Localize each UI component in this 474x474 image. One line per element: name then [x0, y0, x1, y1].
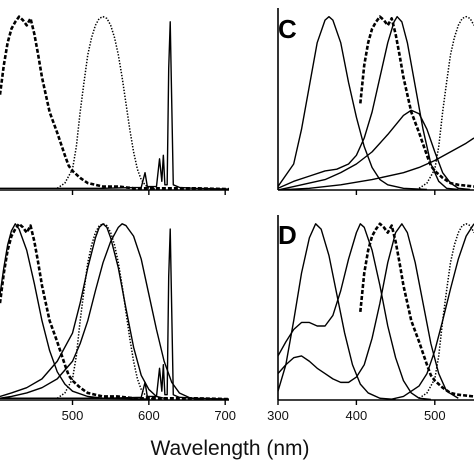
series-line-dashed-thick-4	[359, 15, 474, 188]
panel-top-right: C	[277, 8, 474, 195]
series-line-solid-2	[278, 223, 459, 399]
series-line-solid-1	[278, 223, 431, 400]
panel-bottom-right: 300 400 500 D	[267, 215, 474, 423]
panel-top-left	[0, 15, 229, 195]
series-line-dotted-5	[418, 223, 474, 399]
series-line-dashed-thick-4	[359, 222, 474, 398]
series-line-solid-0	[0, 223, 149, 400]
series-line-solid-5	[0, 228, 229, 400]
series-line-solid-1	[278, 15, 459, 190]
series-line-solid-2	[278, 109, 471, 190]
panel-label: C	[278, 14, 297, 44]
x-tick-label: 400	[346, 408, 368, 423]
series-line-dashed-thick-0	[0, 15, 229, 190]
series-line-dotted-4	[56, 223, 157, 400]
x-tick-label: 300	[267, 408, 289, 423]
series-line-solid-1	[0, 223, 169, 400]
x-tick-label: 700	[214, 408, 236, 423]
x-axis-label: Wavelength (nm)	[150, 437, 309, 460]
series-line-solid-0	[278, 223, 396, 400]
series-line-solid-3	[278, 137, 474, 190]
series-line-solid-0	[278, 15, 427, 190]
x-tick-label: 600	[138, 408, 160, 423]
series-line-solid-3	[387, 223, 474, 400]
series-line-dashed-thick-3	[0, 222, 229, 400]
panel-bottom-left: 500 600 700	[0, 222, 236, 423]
x-tick-label: 500	[424, 408, 446, 423]
x-tick-label: 500	[62, 408, 84, 423]
series-line-dotted-1	[56, 15, 157, 190]
series-line-solid-2	[0, 21, 229, 190]
panel-label: D	[278, 220, 297, 250]
series-line-dotted-5	[418, 15, 474, 189]
series-line-solid-2	[0, 223, 203, 400]
